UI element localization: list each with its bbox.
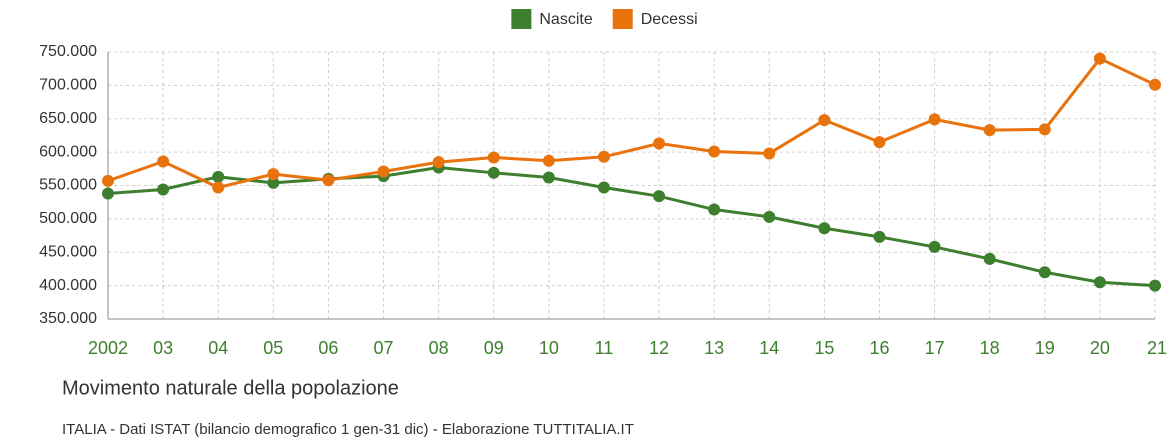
marker xyxy=(1038,123,1051,136)
legend-swatch xyxy=(612,9,633,29)
marker xyxy=(873,136,886,149)
x-tick-label: 08 xyxy=(429,338,449,358)
marker xyxy=(928,113,941,126)
marker xyxy=(653,190,666,203)
x-tick-label: 09 xyxy=(484,338,504,358)
y-tick-label: 500.000 xyxy=(39,210,97,227)
x-tick-label: 18 xyxy=(980,338,1000,358)
marker xyxy=(1038,266,1051,279)
marker xyxy=(322,174,335,187)
marker xyxy=(818,222,831,235)
y-tick-label: 600.000 xyxy=(39,143,97,160)
marker xyxy=(873,230,886,243)
x-tick-label: 14 xyxy=(759,338,779,358)
line xyxy=(107,165,1156,288)
marker xyxy=(983,252,996,265)
marker xyxy=(212,181,225,194)
marker xyxy=(102,187,114,200)
chart-title: Movimento naturale della popolazione xyxy=(62,377,399,399)
x-tick-label: 06 xyxy=(318,338,338,358)
x-tick-label: 12 xyxy=(649,338,669,358)
x-tick-label: 19 xyxy=(1035,338,1055,358)
marker xyxy=(487,166,500,179)
marker xyxy=(597,181,610,194)
x-tick-label: 20 xyxy=(1090,338,1110,358)
marker xyxy=(818,114,831,127)
marker xyxy=(708,145,721,158)
chart-subtitle: ITALIA - Dati ISTAT (bilancio demografic… xyxy=(62,421,634,438)
marker xyxy=(653,137,666,150)
marker xyxy=(377,165,390,178)
y-tick-label: 700.000 xyxy=(39,77,97,94)
marker xyxy=(102,174,114,187)
marker xyxy=(487,151,500,164)
marker xyxy=(928,240,941,253)
x-tick-label: 10 xyxy=(539,338,559,358)
legend-label: Nascite xyxy=(539,11,592,28)
y-tick-label: 350.000 xyxy=(39,310,97,327)
line xyxy=(107,56,1156,190)
y-tick-label: 650.000 xyxy=(39,110,97,127)
marker xyxy=(983,124,996,137)
marker xyxy=(212,170,225,183)
x-tick-label: 13 xyxy=(704,338,724,358)
marker xyxy=(542,171,555,184)
marker xyxy=(157,183,170,196)
marker xyxy=(763,210,776,223)
x-tick-label: 03 xyxy=(153,338,173,358)
x-tick-label: 2002 xyxy=(88,338,128,358)
legend-label: Decessi xyxy=(641,11,698,28)
marker xyxy=(1093,52,1106,65)
x-tick-label: 05 xyxy=(263,338,283,358)
marker xyxy=(1093,276,1106,289)
marker xyxy=(1149,78,1161,91)
x-tick-label: 07 xyxy=(374,338,394,358)
x-tick-label: 15 xyxy=(814,338,834,358)
marker xyxy=(267,176,280,189)
marker xyxy=(432,156,445,169)
marker xyxy=(708,203,721,216)
marker xyxy=(763,147,776,160)
marker xyxy=(542,154,555,167)
y-tick-label: 450.000 xyxy=(39,243,97,260)
marker xyxy=(267,168,280,181)
legend-swatch xyxy=(511,9,532,29)
x-tick-label: 17 xyxy=(925,338,945,358)
x-tick-label: 11 xyxy=(595,338,614,358)
y-tick-label: 750.000 xyxy=(39,43,97,60)
marker xyxy=(1149,279,1161,292)
marker xyxy=(157,155,170,168)
marker xyxy=(597,150,610,163)
y-tick-label: 400.000 xyxy=(39,277,97,294)
x-tick-label: 04 xyxy=(208,338,228,358)
x-tick-label: 16 xyxy=(869,338,889,358)
y-tick-label: 550.000 xyxy=(39,177,97,194)
x-tick-label: 21 xyxy=(1147,338,1167,358)
